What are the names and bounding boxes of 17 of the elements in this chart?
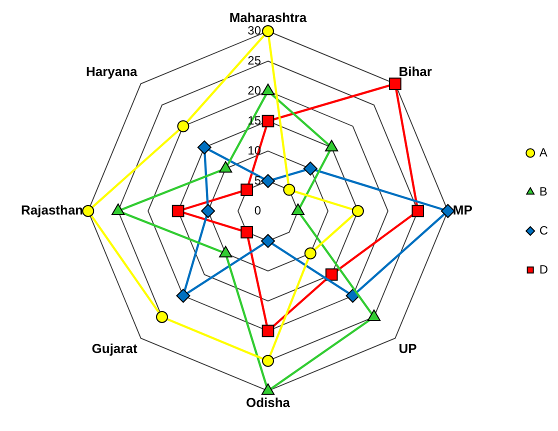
spoke-label: MP [452, 202, 473, 218]
y-tick-label: 30 [248, 23, 262, 38]
legend-label: B [539, 184, 548, 198]
y-tick-label: 0 [254, 203, 262, 218]
legend-label: C [539, 223, 548, 238]
y-tick-label: 5 [254, 173, 262, 188]
spoke-label: UP [398, 341, 418, 356]
y-tick-label: 25 [248, 53, 262, 68]
spoke-label: Maharashtra [229, 10, 308, 25]
spoke-label: Rajasthan [20, 202, 84, 218]
y-tick-label: 20 [248, 83, 262, 98]
legend-label: D [539, 262, 548, 276]
spoke-label: Haryana [86, 64, 138, 80]
spoke-label: Gujarat [92, 341, 138, 356]
legend-label: A [539, 145, 548, 160]
spoke-label: Bihar [398, 64, 432, 80]
spoke-label: Odisha [246, 395, 291, 410]
